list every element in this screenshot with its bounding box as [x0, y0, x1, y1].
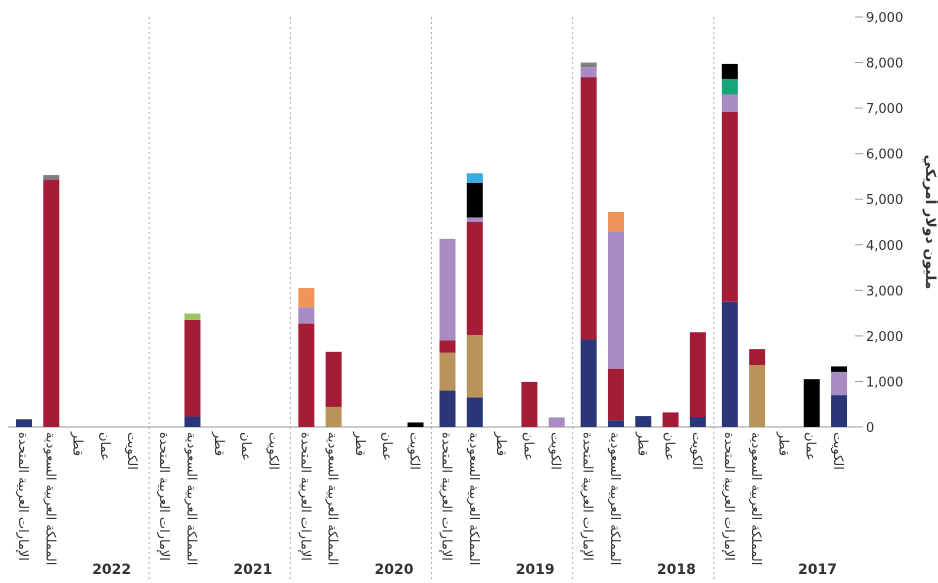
bar-segment — [325, 351, 342, 407]
bar-segment — [466, 222, 483, 335]
bar-segment — [749, 365, 766, 427]
bar-segment — [439, 390, 456, 427]
category-label: الكويت — [265, 432, 280, 470]
y-tick-label: 6,000 — [866, 148, 903, 163]
category-label: الإمارات العربية المتحدة — [156, 432, 171, 561]
category-label: المملكة العربية السعودية — [607, 432, 622, 565]
group-label: 2019 — [516, 562, 555, 578]
bar-segment — [466, 334, 483, 398]
bar-segment — [749, 349, 766, 366]
category-label: المملكة العربية السعودية — [466, 432, 481, 565]
bar-segment — [439, 340, 456, 353]
y-tick-label: 1,000 — [866, 375, 903, 390]
bar-segment — [803, 379, 820, 427]
category-label: قطر — [493, 431, 508, 456]
y-tick-label: 2,000 — [866, 330, 903, 345]
group-label: 2017 — [798, 562, 837, 578]
group-label: 2021 — [233, 562, 272, 578]
bar-segment — [466, 182, 483, 218]
bar-segment — [607, 420, 624, 427]
bar-segment — [580, 77, 597, 340]
y-tick-label: 3,000 — [866, 284, 903, 299]
bar-segment — [607, 211, 624, 232]
bar-segment — [831, 395, 848, 427]
category-label: المملكة العربية السعودية — [42, 432, 57, 565]
category-label: عمان — [520, 432, 535, 461]
y-tick-label: 8,000 — [866, 57, 903, 72]
y-tick-label: 4,000 — [866, 239, 903, 254]
y-tick-label: 0 — [866, 421, 874, 436]
bar-segment — [298, 288, 315, 308]
category-label: عمان — [238, 432, 253, 461]
category-label: الإمارات العربية المتحدة — [297, 432, 312, 561]
bar-segment — [607, 368, 624, 421]
bar-segment — [466, 217, 483, 222]
bar-segment — [466, 397, 483, 427]
bar-segment — [607, 231, 624, 369]
bar-segment — [689, 416, 706, 427]
category-label: عمان — [662, 432, 677, 461]
bar-segment — [466, 173, 483, 183]
bar-segment — [721, 94, 738, 112]
group-label: 2022 — [92, 562, 131, 578]
category-label: الإمارات العربية المتحدة — [439, 432, 454, 561]
category-label: الإمارات العربية المتحدة — [721, 432, 736, 561]
bar-segment — [439, 238, 456, 341]
bar-segment — [184, 319, 201, 417]
category-label: الكويت — [124, 432, 139, 470]
bar-segment — [721, 63, 738, 79]
bar-segment — [43, 175, 60, 180]
bar-segment — [635, 416, 652, 427]
category-label: الكويت — [548, 432, 563, 470]
category-label: عمان — [379, 432, 394, 461]
bar-segment — [407, 422, 424, 427]
bar-segment — [548, 417, 565, 427]
category-label: عمان — [97, 432, 112, 461]
bar-segment — [721, 301, 738, 427]
bar-segment — [689, 332, 706, 417]
category-label: قطر — [775, 431, 790, 456]
category-label: الكويت — [689, 432, 704, 470]
category-label: المملكة العربية السعودية — [325, 432, 340, 565]
bar-segment — [298, 307, 315, 324]
bar-segment — [831, 366, 848, 372]
category-label: قطر — [70, 431, 85, 456]
category-label: الإمارات العربية المتحدة — [15, 432, 30, 561]
bar-segment — [580, 339, 597, 427]
category-label: الكويت — [830, 432, 845, 470]
category-label: قطر — [211, 431, 226, 456]
y-tick-label: 7,000 — [866, 102, 903, 117]
category-label: الكويت — [407, 432, 422, 470]
category-label: قطر — [352, 431, 367, 456]
bar-segment — [521, 381, 538, 427]
category-label: قطر — [634, 431, 649, 456]
group-label: 2018 — [657, 562, 696, 578]
category-label: المملكة العربية السعودية — [183, 432, 198, 565]
bar-segment — [721, 111, 738, 302]
y-tick-label: 5,000 — [866, 193, 903, 208]
y-tick-label: 9,000 — [866, 11, 903, 26]
bar-segment — [662, 412, 679, 427]
bar-segment — [184, 313, 201, 320]
bar-segment — [831, 371, 848, 396]
category-label: الإمارات العربية المتحدة — [580, 432, 595, 561]
bar-segment — [16, 419, 32, 427]
bar-segment — [43, 179, 60, 427]
bar-segment — [721, 78, 738, 95]
category-label: المملكة العربية السعودية — [748, 432, 763, 565]
bar-segment — [580, 62, 597, 68]
bar-segment — [298, 323, 315, 427]
bar-segment — [580, 67, 597, 78]
group-label: 2020 — [375, 562, 414, 578]
bar-segment — [184, 416, 201, 427]
bar-segment — [439, 352, 456, 391]
bar-segment — [325, 406, 342, 427]
category-label: عمان — [803, 432, 818, 461]
y-axis-label: مليون دولار أمريكي — [922, 155, 938, 290]
